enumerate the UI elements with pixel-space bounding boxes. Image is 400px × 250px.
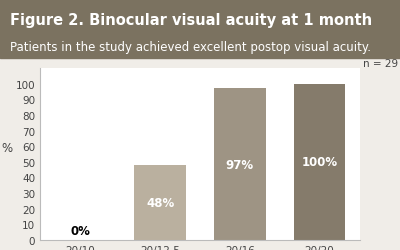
- Text: Figure 2. Binocular visual acuity at 1 month: Figure 2. Binocular visual acuity at 1 m…: [10, 13, 372, 28]
- Bar: [214, 89, 266, 240]
- Text: 97%: 97%: [226, 158, 254, 171]
- Text: Patients in the study achieved excellent postop visual acuity.: Patients in the study achieved excellent…: [10, 41, 371, 54]
- Y-axis label: %: %: [2, 142, 13, 154]
- Text: n = 29: n = 29: [363, 58, 398, 68]
- Bar: [134, 165, 186, 240]
- Text: 48%: 48%: [146, 196, 174, 209]
- Bar: [294, 84, 346, 240]
- Text: 100%: 100%: [302, 156, 338, 169]
- Text: 0%: 0%: [70, 224, 90, 237]
